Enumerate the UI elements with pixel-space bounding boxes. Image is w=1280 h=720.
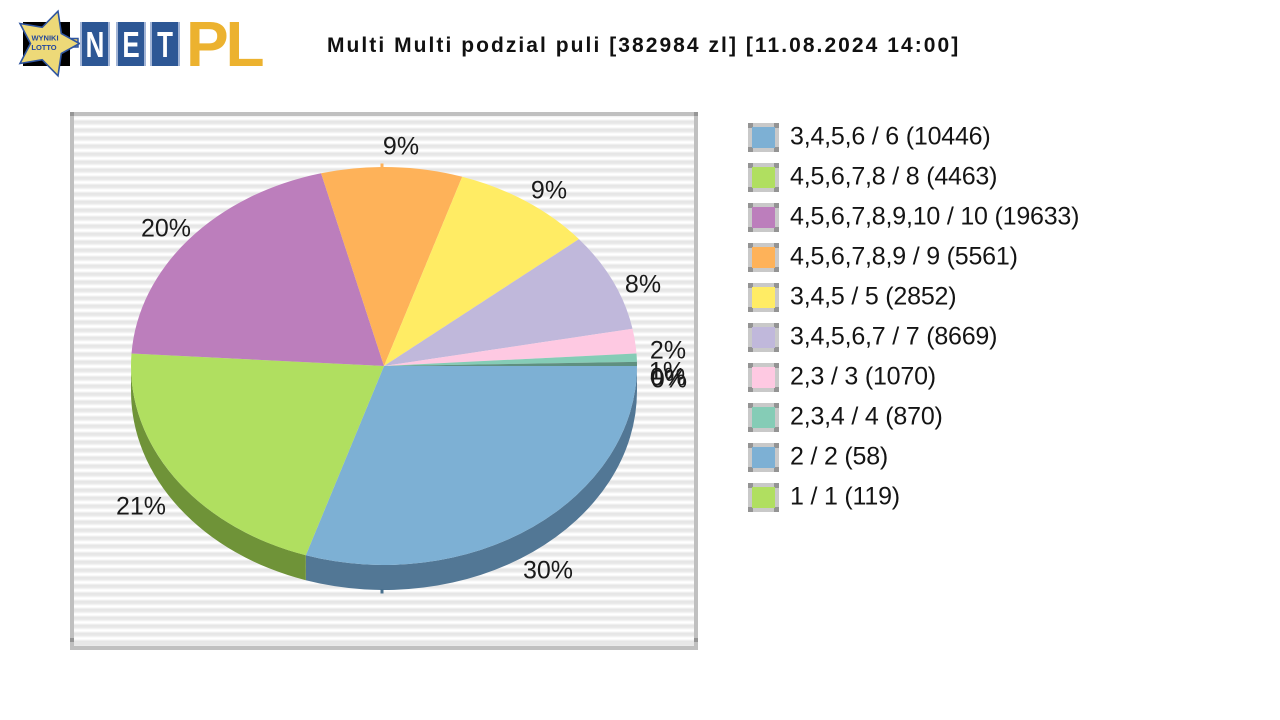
svg-text:LOTTO: LOTTO <box>31 43 56 52</box>
svg-text:WYNIKI: WYNIKI <box>31 34 58 43</box>
